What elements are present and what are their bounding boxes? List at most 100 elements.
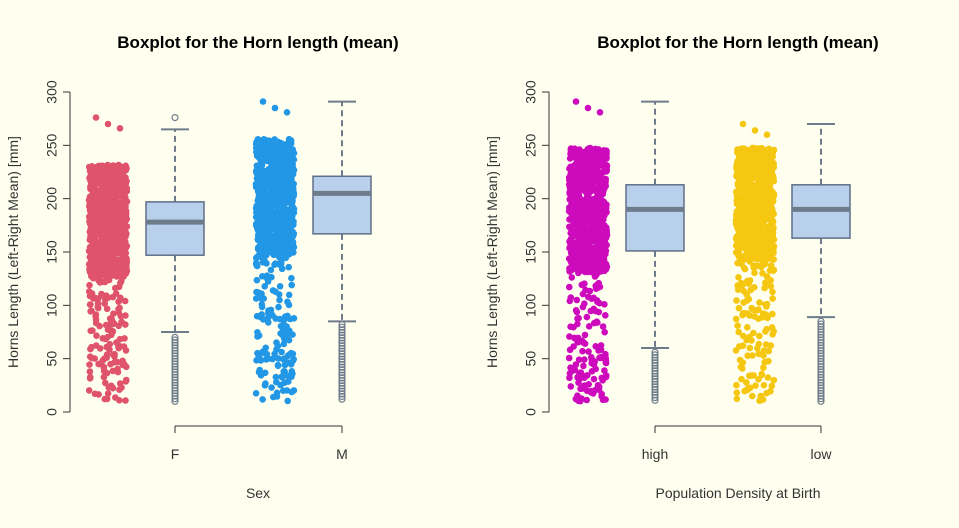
jitter-point	[585, 293, 592, 301]
jitter-point	[583, 195, 590, 202]
jitter-point	[742, 153, 749, 161]
jitter-point	[290, 221, 297, 229]
jitter-point	[96, 198, 104, 205]
jitter-point	[85, 387, 93, 394]
jitter-point	[122, 231, 129, 238]
jitter-point	[750, 224, 757, 232]
jitter-point	[104, 238, 112, 245]
jitter-point	[123, 376, 130, 384]
jitter-point	[733, 389, 741, 397]
y-tick-label: 250	[44, 133, 60, 157]
jitter-point	[592, 285, 600, 293]
jitter-point	[742, 160, 750, 168]
jitter-point	[99, 292, 106, 299]
jitter-point	[283, 109, 291, 116]
jitter-point	[576, 259, 583, 266]
jitter-point	[92, 294, 99, 302]
jitter-point	[734, 322, 741, 330]
jitter-point	[765, 347, 772, 355]
jitter-point	[87, 345, 94, 353]
jitter-point	[261, 382, 269, 389]
jitter-point	[735, 252, 742, 260]
outlier-point	[817, 360, 825, 368]
jitter-point	[590, 252, 598, 259]
jitter-point	[94, 243, 101, 250]
jitter-point	[122, 347, 130, 354]
jitter-point	[764, 181, 771, 189]
jitter-point	[600, 184, 608, 191]
jitter-point	[742, 191, 749, 199]
jitter-point	[743, 297, 751, 304]
jitter-point	[270, 393, 277, 401]
jitter-point	[743, 379, 750, 386]
jitter-point	[765, 280, 773, 288]
jitter-point	[265, 206, 273, 213]
jitter-point	[584, 104, 592, 112]
jitter-point	[123, 184, 130, 192]
jitter-point	[87, 301, 94, 308]
jitter-point	[573, 180, 581, 187]
jitter-point	[602, 312, 609, 319]
jitter-point	[252, 295, 260, 302]
jitter-point	[280, 368, 288, 375]
jitter-point	[286, 315, 294, 323]
jitter-point	[252, 390, 260, 397]
jitter-point	[86, 201, 93, 209]
jitter-point	[597, 223, 605, 230]
jitter-point	[734, 246, 742, 254]
jitter-point	[602, 359, 610, 366]
jitter-point	[594, 298, 601, 306]
outlier-point	[817, 323, 825, 331]
jitter-point	[257, 161, 264, 168]
jitter-point	[259, 232, 267, 240]
jitter-point	[572, 205, 579, 213]
boxplot-low	[791, 123, 851, 405]
jitter-point	[761, 284, 768, 292]
jitter-point	[277, 260, 285, 268]
x-tick-label: low	[810, 446, 832, 462]
jitter-point	[768, 188, 776, 195]
jitter-point	[576, 375, 584, 382]
jitter-point	[756, 151, 764, 158]
jitter-point	[92, 219, 100, 226]
jitter-point	[278, 373, 285, 381]
jitter-point	[567, 205, 574, 213]
outlier-point	[338, 392, 346, 401]
jitter-point	[587, 152, 595, 159]
jitter-point	[577, 397, 584, 405]
jitter-point	[263, 174, 270, 182]
jitter-point	[278, 348, 285, 356]
jitter-point	[760, 352, 767, 359]
jitter-point	[286, 327, 293, 335]
jitter-point	[88, 307, 95, 315]
jitter-point	[575, 238, 582, 246]
jitter-point	[768, 382, 776, 390]
jitter-point	[114, 210, 122, 218]
jitter-point	[122, 174, 129, 181]
jitter-point	[115, 344, 122, 352]
jitter-point	[567, 383, 575, 390]
jitter-point	[109, 293, 117, 301]
jitter-point	[751, 284, 758, 291]
outlier-point	[338, 339, 346, 347]
jitter-point	[106, 174, 113, 181]
jitter-point	[594, 187, 601, 194]
jitter-point	[91, 390, 99, 398]
outlier-point	[338, 382, 346, 390]
y-tick-label: 50	[523, 351, 539, 367]
jitter-point	[756, 299, 763, 306]
jitter-point	[100, 163, 108, 171]
jitter-point	[115, 283, 123, 291]
jitter-point	[260, 316, 267, 323]
jitter-point	[269, 198, 277, 205]
jitter-point	[599, 377, 606, 384]
jitter-point	[754, 345, 761, 352]
jitter-point	[769, 295, 776, 302]
jitter-point	[583, 177, 591, 185]
jitter-point	[741, 198, 749, 206]
jitter-point	[753, 190, 760, 198]
jitter-point	[93, 332, 100, 340]
jitter-point	[751, 197, 759, 204]
jitter-point	[86, 353, 94, 361]
jitter-point	[744, 244, 752, 252]
